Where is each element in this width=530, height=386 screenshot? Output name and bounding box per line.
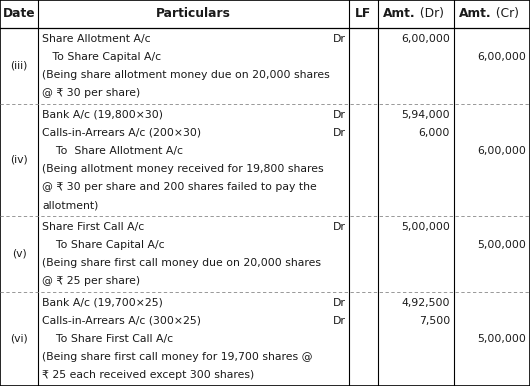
Text: Dr: Dr — [333, 128, 346, 138]
Text: To Share First Call A/c: To Share First Call A/c — [42, 334, 173, 344]
Text: Dr: Dr — [333, 222, 346, 232]
Text: 6,00,000: 6,00,000 — [478, 146, 526, 156]
Text: Calls-in-Arrears A/c (200×30): Calls-in-Arrears A/c (200×30) — [42, 128, 201, 138]
Text: Dr: Dr — [333, 110, 346, 120]
Text: Dr: Dr — [333, 34, 346, 44]
Text: 6,000: 6,000 — [419, 128, 450, 138]
Text: (Being allotment money received for 19,800 shares: (Being allotment money received for 19,8… — [42, 164, 324, 174]
Text: Date: Date — [3, 7, 36, 20]
Text: 7,500: 7,500 — [419, 316, 450, 326]
Text: (Being share allotment money due on 20,000 shares: (Being share allotment money due on 20,0… — [42, 70, 330, 80]
Text: Amt.: Amt. — [459, 7, 492, 20]
Text: (iv): (iv) — [10, 155, 28, 165]
Text: 6,00,000: 6,00,000 — [401, 34, 450, 44]
Text: Dr: Dr — [333, 316, 346, 326]
Text: (v): (v) — [12, 249, 26, 259]
Text: 6,00,000: 6,00,000 — [478, 52, 526, 62]
Text: Dr: Dr — [333, 298, 346, 308]
Text: (vi): (vi) — [10, 334, 28, 344]
Text: Particulars: Particulars — [156, 7, 231, 20]
Text: (Cr): (Cr) — [492, 7, 519, 20]
Text: 5,94,000: 5,94,000 — [401, 110, 450, 120]
Text: @ ₹ 25 per share): @ ₹ 25 per share) — [42, 276, 140, 286]
Text: To  Share Allotment A/c: To Share Allotment A/c — [42, 146, 183, 156]
Text: Amt.: Amt. — [383, 7, 416, 20]
Text: To Share Capital A/c: To Share Capital A/c — [42, 52, 162, 62]
Text: ₹ 25 each received except 300 shares): ₹ 25 each received except 300 shares) — [42, 370, 254, 380]
Text: 5,00,000: 5,00,000 — [478, 240, 526, 250]
Text: Share First Call A/c: Share First Call A/c — [42, 222, 145, 232]
Text: To Share Capital A/c: To Share Capital A/c — [42, 240, 165, 250]
Text: 4,92,500: 4,92,500 — [401, 298, 450, 308]
Text: @ ₹ 30 per share): @ ₹ 30 per share) — [42, 88, 140, 98]
Text: Bank A/c (19,800×30): Bank A/c (19,800×30) — [42, 110, 163, 120]
Text: Calls-in-Arrears A/c (300×25): Calls-in-Arrears A/c (300×25) — [42, 316, 201, 326]
Text: (Being share first call money for 19,700 shares @: (Being share first call money for 19,700… — [42, 352, 313, 362]
Text: Share Allotment A/c: Share Allotment A/c — [42, 34, 151, 44]
Text: (Being share first call money due on 20,000 shares: (Being share first call money due on 20,… — [42, 258, 321, 268]
Text: 5,00,000: 5,00,000 — [401, 222, 450, 232]
Text: (Dr): (Dr) — [416, 7, 444, 20]
Text: (iii): (iii) — [11, 61, 28, 71]
Text: @ ₹ 30 per share and 200 shares failed to pay the: @ ₹ 30 per share and 200 shares failed t… — [42, 182, 317, 192]
Text: 5,00,000: 5,00,000 — [478, 334, 526, 344]
Text: LF: LF — [355, 7, 371, 20]
Text: Bank A/c (19,700×25): Bank A/c (19,700×25) — [42, 298, 163, 308]
Text: allotment): allotment) — [42, 200, 99, 210]
